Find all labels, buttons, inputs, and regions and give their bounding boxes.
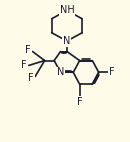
Text: F: F [21, 60, 27, 70]
Text: F: F [25, 45, 31, 55]
Text: NH: NH [60, 5, 74, 15]
Text: F: F [77, 97, 82, 107]
Text: N: N [57, 67, 64, 77]
Text: F: F [109, 67, 115, 77]
Text: N: N [63, 36, 71, 46]
Text: F: F [28, 73, 34, 83]
